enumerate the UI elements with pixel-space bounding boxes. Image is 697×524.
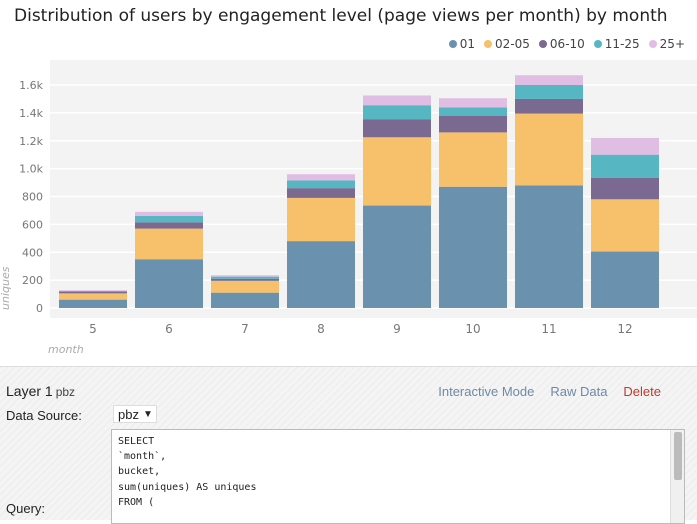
legend-dot-icon bbox=[538, 40, 547, 48]
bar-segment-25+-month-11[interactable] bbox=[515, 75, 583, 85]
legend-item-02-05[interactable]: 02-05 bbox=[484, 37, 530, 51]
query-scrollbar-thumb[interactable] bbox=[674, 432, 682, 480]
y-tick-label: 1.2k bbox=[19, 135, 43, 148]
bar-segment-02-05-month-10[interactable] bbox=[439, 132, 507, 187]
legend-item-11-25[interactable]: 11-25 bbox=[593, 37, 640, 51]
data-source-select[interactable]: pbz ▼ bbox=[113, 405, 157, 423]
bar-segment-02-05-month-7[interactable] bbox=[211, 280, 279, 293]
bar-segment-01-month-9[interactable] bbox=[363, 205, 431, 308]
x-tick-label: 11 bbox=[541, 322, 556, 336]
bar-segment-06-10-month-6[interactable] bbox=[135, 222, 203, 229]
bar-segment-11-25-month-10[interactable] bbox=[439, 107, 507, 116]
query-label: Query: bbox=[6, 501, 46, 516]
layer-panel: Layer 1 pbz Interactive Mode Raw Data Del… bbox=[0, 366, 697, 524]
legend-label: 06-10 bbox=[549, 37, 585, 51]
bar-segment-01-month-5[interactable] bbox=[59, 299, 127, 308]
legend-dot-icon bbox=[648, 40, 657, 48]
x-tick-label: 5 bbox=[89, 322, 97, 336]
x-tick-label: 10 bbox=[465, 322, 480, 336]
bar-segment-11-25-month-8[interactable] bbox=[287, 180, 355, 189]
y-axis-label: uniques bbox=[0, 266, 12, 310]
legend-label: 01 bbox=[459, 37, 476, 51]
y-tick-label: 400 bbox=[22, 246, 43, 259]
bar-segment-11-25-month-5[interactable] bbox=[59, 290, 127, 292]
bar-segment-25+-month-5[interactable] bbox=[59, 290, 127, 291]
raw-data-link[interactable]: Raw Data bbox=[550, 384, 608, 399]
bar-segment-25+-month-7[interactable] bbox=[211, 275, 279, 277]
bar-segment-06-10-month-10[interactable] bbox=[439, 115, 507, 133]
chart-panel: 0 200 400 600 800 1.0k 1.2k 1.4k 1.6k 5 6 7 8 9 10 11 1… bbox=[0, 6, 697, 356]
legend-dot-icon bbox=[593, 40, 602, 48]
bar-segment-06-10-month-7[interactable] bbox=[211, 278, 279, 281]
bar-segment-01-month-8[interactable] bbox=[287, 241, 355, 308]
bar-segment-06-10-month-12[interactable] bbox=[591, 177, 659, 200]
bar-segment-25+-month-10[interactable] bbox=[439, 98, 507, 108]
bar-segment-11-25-month-7[interactable] bbox=[211, 276, 279, 279]
chart-title: Distribution of users by engagement leve… bbox=[14, 6, 668, 26]
legend-label: 11-25 bbox=[604, 37, 640, 51]
legend-label: 25+ bbox=[659, 37, 685, 51]
query-editor[interactable]: SELECT `month`, bucket, sum(uniques) AS … bbox=[111, 429, 685, 524]
layer-title: Layer 1 pbz bbox=[6, 383, 75, 399]
y-tick-label: 800 bbox=[22, 191, 43, 204]
bar-segment-01-month-10[interactable] bbox=[439, 186, 507, 308]
y-tick-label: 200 bbox=[22, 274, 43, 287]
legend-item-06-10[interactable]: 06-10 bbox=[538, 37, 585, 51]
x-tick-label: 7 bbox=[241, 322, 249, 336]
bar-segment-01-month-12[interactable] bbox=[591, 251, 659, 308]
y-tick-label: 1.0k bbox=[19, 163, 43, 176]
y-tick-label: 1.6k bbox=[19, 79, 43, 92]
x-tick-label: 9 bbox=[393, 322, 401, 336]
data-source-value: pbz bbox=[118, 406, 139, 422]
bar-segment-25+-month-8[interactable] bbox=[287, 174, 355, 181]
bar-segment-25+-month-12[interactable] bbox=[591, 137, 659, 155]
layer-subtitle: pbz bbox=[55, 385, 76, 399]
bar-segment-25+-month-6[interactable] bbox=[135, 211, 203, 217]
bar-segment-11-25-month-9[interactable] bbox=[363, 105, 431, 120]
data-source-label: Data Source: bbox=[6, 408, 82, 423]
bar-segment-06-10-month-5[interactable] bbox=[59, 291, 127, 294]
legend-dot-icon bbox=[448, 40, 457, 48]
delete-link[interactable]: Delete bbox=[623, 384, 661, 399]
caret-down-icon: ▼ bbox=[142, 408, 153, 420]
bar-segment-01-month-11[interactable] bbox=[515, 185, 583, 308]
bar-segment-06-10-month-11[interactable] bbox=[515, 98, 583, 114]
y-tick-label: 1.4k bbox=[19, 107, 43, 120]
bar-segment-02-05-month-8[interactable] bbox=[287, 197, 355, 242]
layer-actions: Interactive Mode Raw Data Delete bbox=[438, 384, 661, 399]
legend-label: 02-05 bbox=[495, 37, 530, 51]
x-axis-label: month bbox=[48, 343, 84, 356]
legend-item-25+[interactable]: 25+ bbox=[648, 37, 685, 51]
legend-item-01[interactable]: 01 bbox=[448, 37, 476, 51]
bar-segment-11-25-month-12[interactable] bbox=[591, 154, 659, 178]
legend-dot-icon bbox=[484, 40, 493, 48]
y-tick-label: 600 bbox=[22, 218, 43, 231]
x-tick-label: 6 bbox=[165, 322, 173, 336]
bar-segment-02-05-month-12[interactable] bbox=[591, 199, 659, 252]
chart-legend: 01 02-05 06-10 11-25 25+ bbox=[448, 37, 685, 51]
interactive-mode-link[interactable]: Interactive Mode bbox=[438, 384, 535, 399]
bar-segment-25+-month-9[interactable] bbox=[363, 95, 431, 106]
bar-segment-02-05-month-6[interactable] bbox=[135, 228, 203, 260]
bar-segment-01-month-6[interactable] bbox=[135, 259, 203, 308]
bar-segment-11-25-month-6[interactable] bbox=[135, 216, 203, 223]
bar-segment-02-05-month-9[interactable] bbox=[363, 137, 431, 206]
x-tick-label: 12 bbox=[617, 322, 632, 336]
stacked-bar-chart: 0 200 400 600 800 1.0k 1.2k 1.4k 1.6k 5 6 7 8 9 10 11 1… bbox=[0, 60, 697, 356]
bar-segment-02-05-month-11[interactable] bbox=[515, 113, 583, 186]
bar-segment-11-25-month-11[interactable] bbox=[515, 85, 583, 99]
query-text[interactable]: SELECT `month`, bucket, sum(uniques) AS … bbox=[118, 436, 257, 508]
query-scrollbar[interactable] bbox=[670, 430, 684, 523]
y-tick-label: 0 bbox=[36, 302, 43, 315]
bar-segment-06-10-month-9[interactable] bbox=[363, 119, 431, 138]
bar-segment-02-05-month-5[interactable] bbox=[59, 293, 127, 300]
x-tick-label: 8 bbox=[317, 322, 325, 336]
bar-segment-06-10-month-8[interactable] bbox=[287, 188, 355, 198]
bar-segment-01-month-7[interactable] bbox=[211, 292, 279, 308]
layer-name: Layer 1 bbox=[6, 383, 53, 399]
